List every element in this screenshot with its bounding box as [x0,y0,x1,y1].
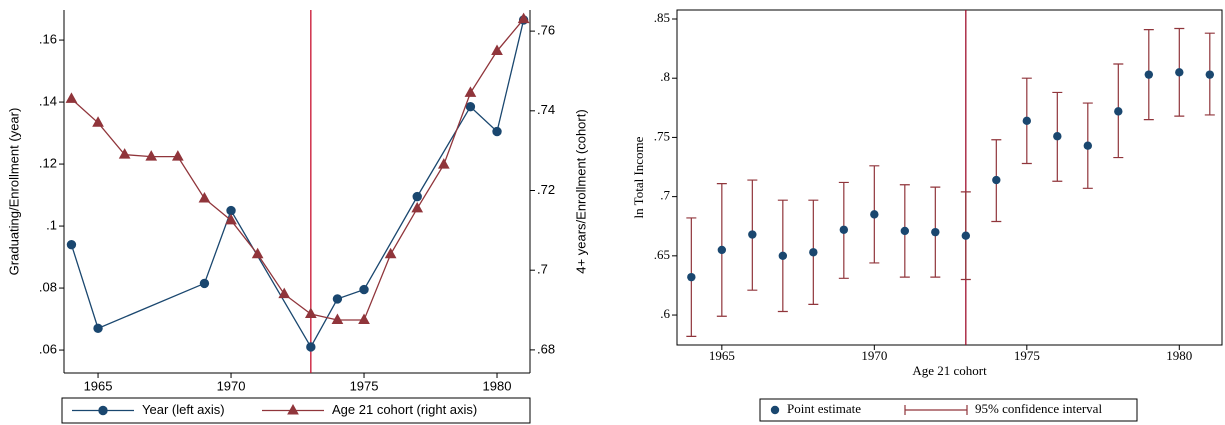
marker [251,247,264,259]
marker [225,213,237,225]
series-line [70,19,525,349]
legend-marker [98,405,108,416]
marker [358,313,370,325]
point [900,226,910,236]
legend-marker [287,403,299,415]
marker [65,92,78,103]
y-tick-label: .12 [39,156,57,171]
y2-axis-title: 4+ years/Enrollment (cohort) [573,109,588,273]
y-tick-label: .1 [46,218,57,233]
marker [118,148,131,159]
x-tick-label: 1965 [84,378,113,393]
y-tick-label: .06 [39,341,57,356]
marker [465,102,476,112]
y-tick-label: .65 [654,247,670,262]
y-tick-label: .75 [654,128,670,143]
x-tick-label: 1970 [861,348,887,363]
y2-tick-label: .76 [537,23,555,38]
marker [66,239,77,250]
x-tick-label: 1970 [217,378,246,393]
marker [304,307,317,319]
y-tick-label: .6 [660,306,670,321]
plot-frame [676,9,1223,346]
point [809,248,818,257]
point [1144,70,1154,79]
point [992,175,1001,185]
x-tick-label: 1965 [709,348,735,363]
y-tick-label: .85 [654,10,670,25]
legend-error-bar [904,405,968,415]
x-tick-label: 1980 [483,378,512,393]
marker [332,294,343,304]
point [1022,116,1032,126]
point [1205,70,1215,79]
y-tick-label: .14 [39,94,57,109]
legend-label: Age 21 cohort (right axis) [332,402,477,417]
y-tick-label: .8 [660,69,670,84]
marker [412,191,422,202]
y2-tick-label: .72 [537,182,555,197]
point [1083,141,1093,150]
marker [171,150,184,161]
marker [359,284,369,295]
marker [145,150,158,161]
marker [411,201,424,213]
x-tick-label: 1975 [1014,348,1040,363]
marker [278,287,291,299]
marker [92,116,104,127]
marker [198,191,211,203]
y-tick-label: .16 [39,32,57,47]
point [931,227,940,237]
marker [331,313,344,325]
y2-tick-label: .68 [537,341,555,356]
legend-marker [770,405,780,415]
point [961,231,971,240]
x-tick-label: 1975 [350,378,379,393]
series-line [71,18,525,321]
point [1053,132,1062,141]
point [748,230,757,239]
marker [437,158,450,169]
point [870,210,879,219]
legend-label: Year (left axis) [142,402,225,417]
marker [492,126,502,137]
left-chart: .06 .08 .1 .12 .14 .16 .68 .7 .72 .74 .76 1965 1970 1… [6,10,588,424]
point [717,245,727,255]
y2-tick-label: .74 [537,102,555,117]
marker [517,12,530,24]
marker [199,278,210,289]
marker [226,205,236,216]
marker [491,44,503,56]
right-chart: .6 .65 .7 .75 .8 .85 1965 1970 1975 1980 ln Total … [631,9,1223,422]
x-tick-label: 1980 [1166,348,1192,363]
x-axis-title: Age 21 cohort [912,363,987,378]
y-axis-title: Graduating/Enrollment (year) [6,108,21,276]
point [687,272,696,282]
y-tick-label: .7 [660,188,670,203]
point [1175,68,1184,77]
y2-tick-label: .7 [537,262,548,277]
y-tick-label: .08 [39,279,57,294]
marker [464,86,477,97]
marker [384,247,397,259]
marker [306,342,316,352]
point [1114,107,1123,116]
legend-label: 95% confidence interval [975,401,1102,416]
marker [93,323,103,334]
point [839,225,849,234]
legend-label: Point estimate [787,401,861,416]
y-axis-title: ln Total Income [631,136,646,218]
point [778,251,788,261]
